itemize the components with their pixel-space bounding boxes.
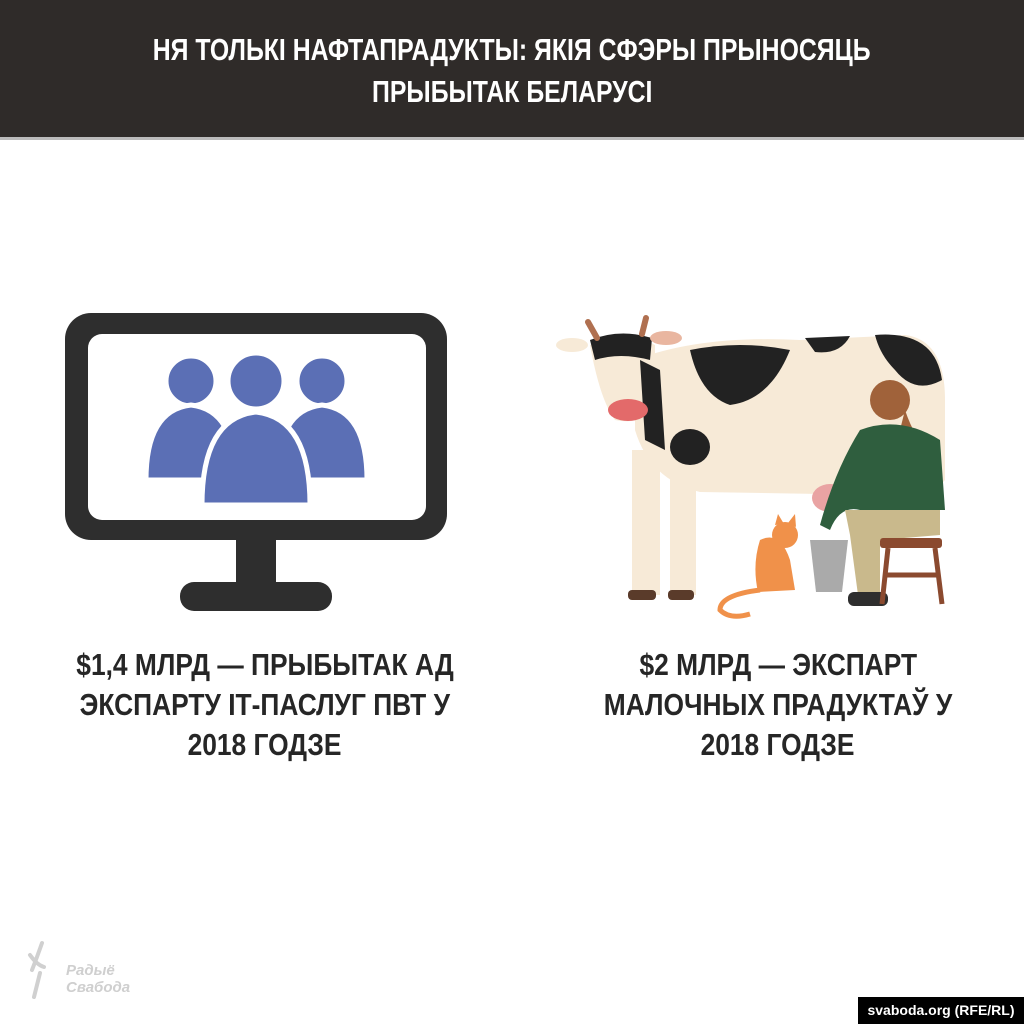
title-line-2: ПРЫБЫТАК БЕЛАРУСІ <box>371 74 653 109</box>
dairy-export-caption: $2 МЛРД — ЭКСПАРТ МАЛОЧНЫХ ПРАДУКТАЎ У 2… <box>603 647 953 762</box>
radio-svaboda-logo-icon <box>28 941 46 999</box>
source-credit: svaboda.org (RFE/RL) <box>858 997 1024 1024</box>
header-banner: НЯ ТОЛЬКІ НАФТАПРАДУКТЫ: ЯКІЯ СФЭРЫ ПРЫН… <box>0 0 1024 140</box>
radio-svaboda-logo: Радыё Свабода <box>66 962 131 996</box>
title-line-1: НЯ ТОЛЬКІ НАФТАПРАДУКТЫ: ЯКІЯ СФЭРЫ ПРЫН… <box>153 32 871 67</box>
it-export-caption: $1,4 МЛРД — ПРЫБЫТАК АД ЭКСПАРТУ ІТ-ПАСЛ… <box>76 647 454 762</box>
